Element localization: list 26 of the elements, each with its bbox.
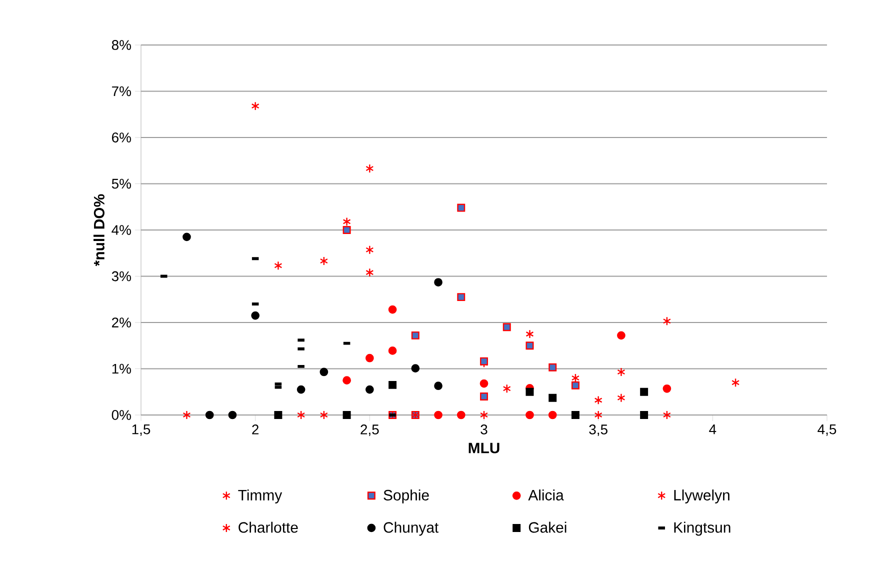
y-tick-label: 4%	[112, 225, 131, 235]
x-tick-label: 4,5	[818, 424, 836, 436]
x-tick-label: 3	[480, 424, 488, 434]
x-tick-label: 3,5	[589, 424, 608, 436]
x-axis-title: MLU	[468, 442, 500, 454]
y-tick-label: 5%	[112, 178, 131, 189]
y-tick-label: 1%	[112, 364, 131, 374]
y-tick-label: 8%	[112, 40, 131, 50]
legend-label: Charlotte	[238, 522, 298, 533]
x-tick-label: 1,5	[132, 424, 150, 436]
legend-label: Alicia	[528, 489, 564, 500]
y-tick-label: 6%	[112, 132, 131, 142]
legend-label: Sophie	[384, 489, 429, 504]
y-tick-label: 2%	[112, 318, 131, 328]
legend-label: Timmy	[238, 489, 282, 504]
y-tick-label: 3%	[112, 271, 131, 282]
y-tick-label: 7%	[112, 86, 131, 96]
legend-label: Kingtsun	[674, 522, 730, 536]
x-tick-label: 2	[252, 424, 259, 434]
legend-label: Llywelyn	[674, 489, 730, 504]
x-tick-label: 2,5	[360, 424, 379, 436]
legend-label: Gakei	[528, 522, 566, 533]
y-tick-label: 0%	[112, 410, 131, 420]
legend-label: Chunyat	[384, 522, 439, 536]
x-tick-label: 4	[709, 424, 716, 434]
y-axis-title: *null DO%	[94, 194, 104, 266]
